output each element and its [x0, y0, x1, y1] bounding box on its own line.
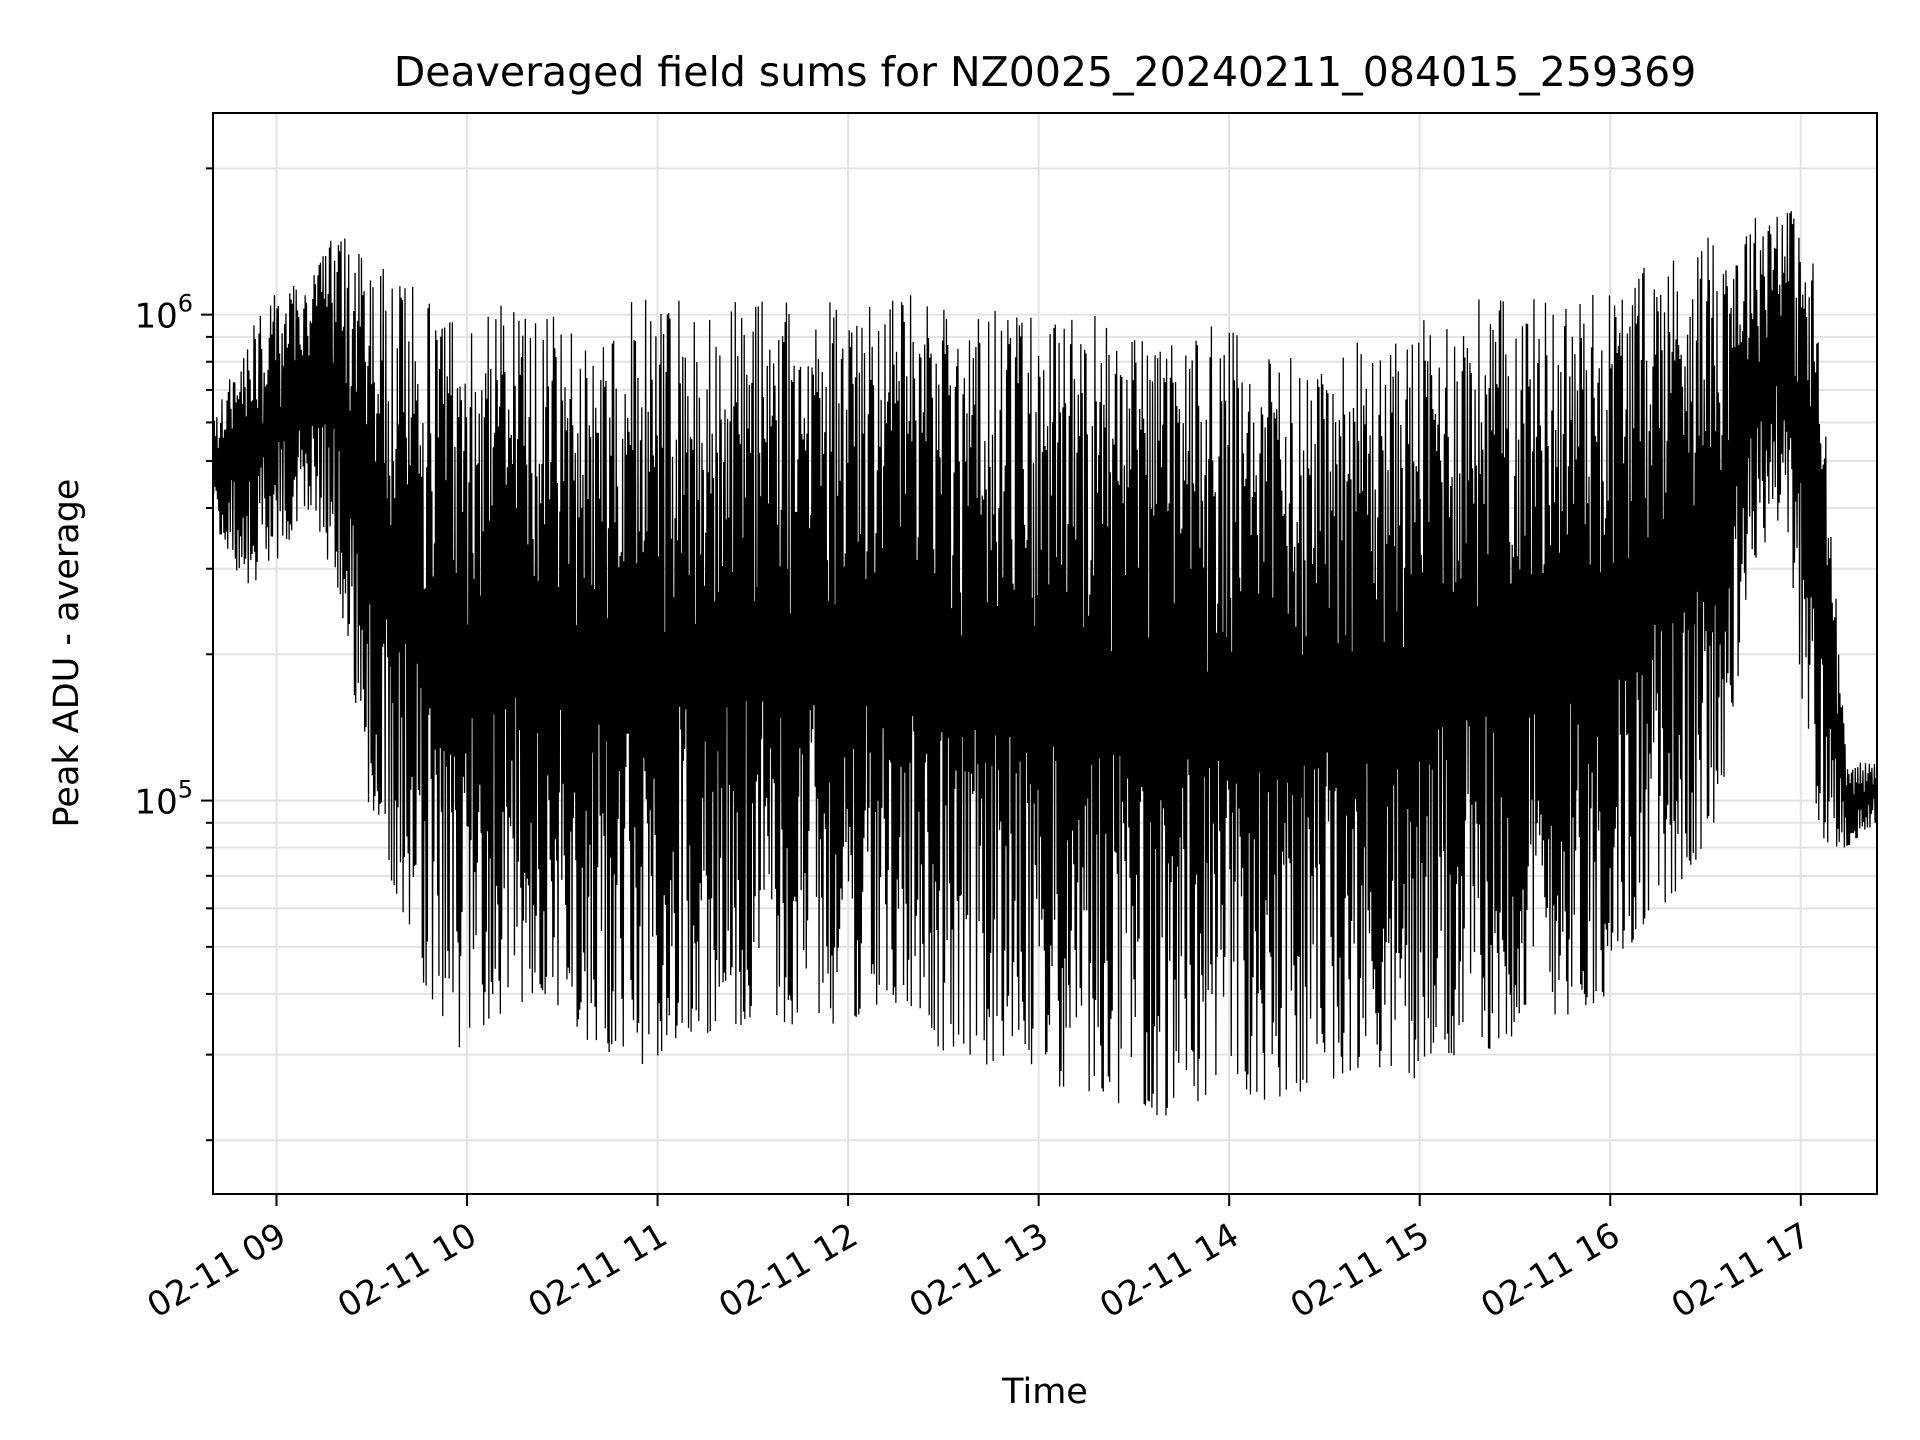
y-tick-base: 10 — [134, 297, 177, 337]
y-tick-exponent: 6 — [178, 290, 193, 318]
series-path — [212, 211, 1878, 1116]
chart-title: Deaveraged field sums for NZ0025_2024021… — [394, 48, 1697, 96]
y-axis-label: Peak ADU - average — [47, 479, 87, 828]
y-tick-label: 105 — [134, 776, 193, 823]
y-tick-base: 10 — [134, 783, 177, 823]
x-axis-label: Time — [1001, 1372, 1088, 1412]
series-line — [212, 211, 1878, 1116]
y-tick-exponent: 5 — [178, 776, 193, 804]
y-tick-label: 106 — [134, 290, 193, 337]
